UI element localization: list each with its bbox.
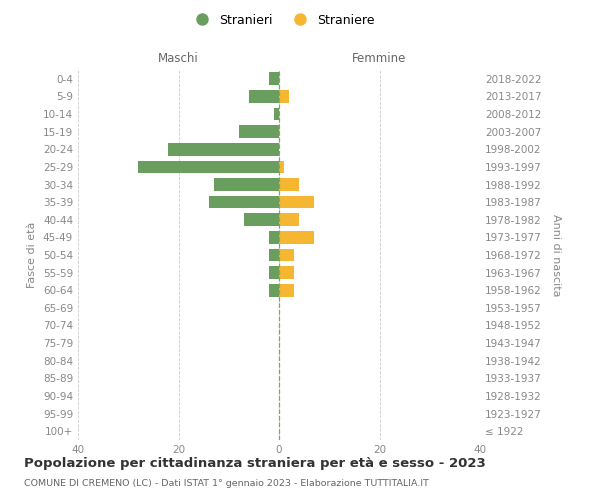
Bar — [269, 248, 279, 262]
Bar — [279, 214, 299, 226]
Bar — [279, 284, 294, 296]
Text: COMUNE DI CREMENO (LC) - Dati ISTAT 1° gennaio 2023 - Elaborazione TUTTITALIA.IT: COMUNE DI CREMENO (LC) - Dati ISTAT 1° g… — [24, 479, 429, 488]
Bar — [279, 231, 314, 243]
Y-axis label: Fasce di età: Fasce di età — [28, 222, 37, 288]
Bar — [274, 108, 279, 120]
Bar — [244, 214, 279, 226]
Bar — [214, 178, 279, 191]
Bar — [279, 196, 314, 208]
Legend: Stranieri, Straniere: Stranieri, Straniere — [184, 8, 380, 32]
Text: Popolazione per cittadinanza straniera per età e sesso - 2023: Popolazione per cittadinanza straniera p… — [24, 458, 486, 470]
Bar — [209, 196, 279, 208]
Bar — [239, 126, 279, 138]
Bar — [249, 90, 279, 103]
Bar — [269, 231, 279, 243]
Bar — [269, 284, 279, 296]
Bar — [138, 160, 279, 173]
Bar — [279, 90, 289, 103]
Bar — [279, 266, 294, 279]
Bar — [269, 266, 279, 279]
Bar — [279, 160, 284, 173]
Y-axis label: Anni di nascita: Anni di nascita — [551, 214, 561, 296]
Bar — [279, 178, 299, 191]
Bar — [269, 72, 279, 85]
Text: Maschi: Maschi — [158, 52, 199, 64]
Text: Femmine: Femmine — [352, 52, 407, 64]
Bar — [279, 248, 294, 262]
Bar — [169, 143, 279, 156]
